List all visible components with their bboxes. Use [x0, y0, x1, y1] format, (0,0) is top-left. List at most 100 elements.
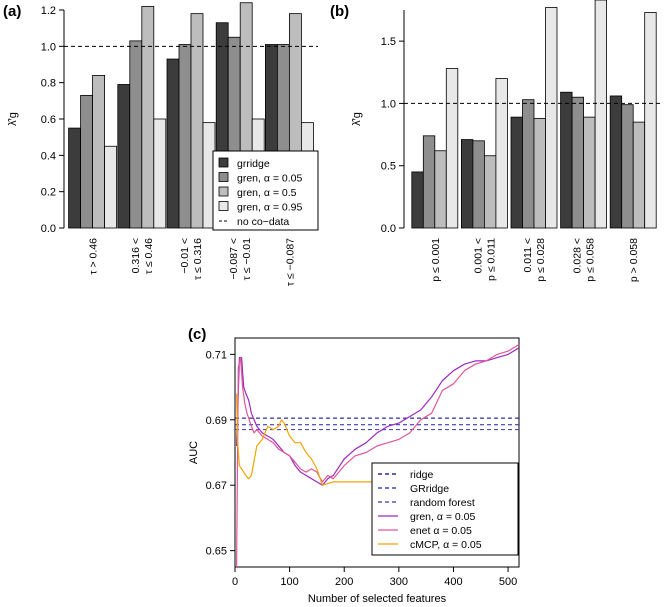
bar-2-1: [460, 139, 474, 229]
panel-label: (b): [330, 3, 349, 20]
bar-5-1: [609, 95, 623, 229]
bar-1-2: [422, 135, 436, 229]
y-tick-label: 0.8: [41, 78, 56, 90]
series-line-3: [236, 393, 399, 486]
panel-label: (c): [188, 326, 206, 343]
legend-label: gren, α = 0.05: [410, 511, 475, 523]
bar-1-4: [104, 145, 117, 229]
x-tick-label: 400: [444, 576, 462, 588]
x-tick-label: 0: [232, 576, 238, 588]
bar-3-2: [522, 99, 535, 229]
legend-label: grridge: [237, 158, 270, 170]
legend-label: gren, α = 0.05: [237, 173, 302, 185]
bar-3-2: [178, 44, 192, 229]
bar-4-4: [594, 0, 607, 229]
category-label-line: 0.316 <: [130, 238, 142, 273]
category-label-line: τ ≤ −0.087: [284, 238, 296, 286]
legend-label: random forest: [410, 497, 475, 509]
legend-swatch: [218, 186, 229, 197]
legend-swatch: [218, 172, 229, 182]
legend: ridge GRridge random forest gren, α = 0.05 e…: [371, 462, 519, 556]
y-tick-label: 0.69: [206, 415, 227, 427]
category-label-line: −0.01 <: [179, 238, 191, 274]
bar-5-2: [621, 104, 634, 229]
category-label: −0.01 <τ ≤ 0.316: [179, 238, 204, 280]
y-tick-label: 0.5: [381, 161, 396, 173]
x-tick-label: 200: [335, 576, 353, 588]
legend-box: [212, 150, 319, 231]
bar-1-1: [68, 127, 81, 229]
y-axis-label: λ̂′g: [351, 112, 363, 126]
bar-3-1: [510, 116, 523, 229]
bar-1-1: [411, 171, 424, 229]
bar-1-3: [434, 150, 447, 229]
category-label-line: τ ≤ −0.01: [241, 238, 253, 280]
category-label: τ > 0.46: [88, 238, 100, 275]
y-axis-label: λ̂′g: [7, 112, 19, 126]
legend-swatch: [218, 201, 229, 211]
y-tick-label: 1.0: [41, 41, 56, 53]
y-axis-label: AUC: [188, 441, 200, 464]
bar-2-4: [153, 118, 167, 229]
legend-label: enet α = 0.05: [410, 525, 472, 537]
legend-swatch: [218, 157, 229, 168]
legend-label: no co−data: [237, 216, 289, 228]
legend-label: gren, α = 0.95: [237, 202, 302, 214]
category-label: p > 0.058: [628, 238, 640, 282]
y-tick-label: 0.67: [206, 480, 227, 492]
category-label-line: p > 0.058: [628, 238, 640, 282]
bar-4-1: [560, 91, 573, 229]
bar-3-3: [190, 13, 204, 229]
bar-4-3: [583, 116, 596, 229]
y-tick-label: 1.2: [41, 5, 56, 17]
category-label-line: p ≤ 0.028: [535, 238, 547, 282]
category-label: 0.028 <p ≤ 0.058: [572, 238, 597, 282]
y-tick-label: 0.2: [41, 187, 56, 199]
category-label-line: p ≤ 0.058: [585, 238, 597, 282]
legend: grridge gren, α = 0.05 gren, α = 0.5 gren, …: [212, 150, 319, 231]
category-label-line: τ > 0.46: [88, 238, 100, 275]
category-label-line: 0.011 <: [522, 238, 534, 273]
bar-2-3: [483, 155, 497, 229]
bar-3-1: [166, 58, 180, 229]
category-label-line: τ ≤ 0.46: [143, 238, 155, 274]
legend-label: ridge: [410, 469, 434, 481]
x-tick-label: 300: [390, 576, 408, 588]
category-label: 0.001 <p ≤ 0.011: [472, 238, 497, 281]
legend-label: GRridge: [410, 483, 449, 495]
y-tick-label: 0.65: [206, 546, 227, 558]
bar-2-2: [129, 40, 143, 229]
category-label: 0.316 <τ ≤ 0.46: [130, 238, 155, 274]
y-tick-label: 0.4: [41, 150, 56, 162]
series-line-2: [236, 343, 520, 568]
bar-1-2: [80, 94, 93, 229]
bar-3-3: [533, 117, 546, 229]
bar-5-3: [632, 121, 646, 229]
panel-label: (a): [3, 3, 21, 20]
bar-1-3: [92, 75, 105, 229]
panel-c: (c) 0 100 200 300 400 500 0.65 0.67 0.69 0.71 Numbe…: [188, 326, 520, 605]
x-axis-label: Number of selected features: [308, 593, 447, 605]
legend-box: [371, 462, 519, 556]
category-label-line: −0.087 <: [228, 238, 240, 279]
panel-a: (a) 0.0 0.2 0.4 0.6 0.8 1.0 1.2 λ̂′g τ > 0.46 0.31…: [3, 2, 319, 286]
category-label-line: p ≤ 0.001: [430, 238, 442, 282]
bar-4-2: [571, 96, 584, 229]
y-tick-label: 1.0: [381, 98, 396, 110]
category-label: 0.011 <p ≤ 0.028: [522, 238, 547, 282]
bar-3-4: [545, 7, 558, 229]
bar-2-2: [472, 140, 485, 229]
legend-label: cMCP, α = 0.05: [410, 539, 482, 551]
bar-2-4: [495, 78, 508, 229]
category-label: τ ≤ −0.087: [284, 238, 296, 286]
category-label-line: p ≤ 0.011: [485, 238, 497, 281]
y-tick-label: 1.5: [381, 36, 396, 48]
category-label-line: 0.028 <: [572, 238, 584, 273]
x-tick-label: 100: [280, 576, 298, 588]
category-label: p ≤ 0.001: [430, 238, 442, 282]
category-label: −0.087 <τ ≤ −0.01: [228, 238, 253, 280]
category-label-line: 0.001 <: [472, 238, 484, 273]
legend-label: gren, α = 0.5: [237, 187, 297, 199]
y-tick-label: 0.0: [381, 223, 396, 235]
